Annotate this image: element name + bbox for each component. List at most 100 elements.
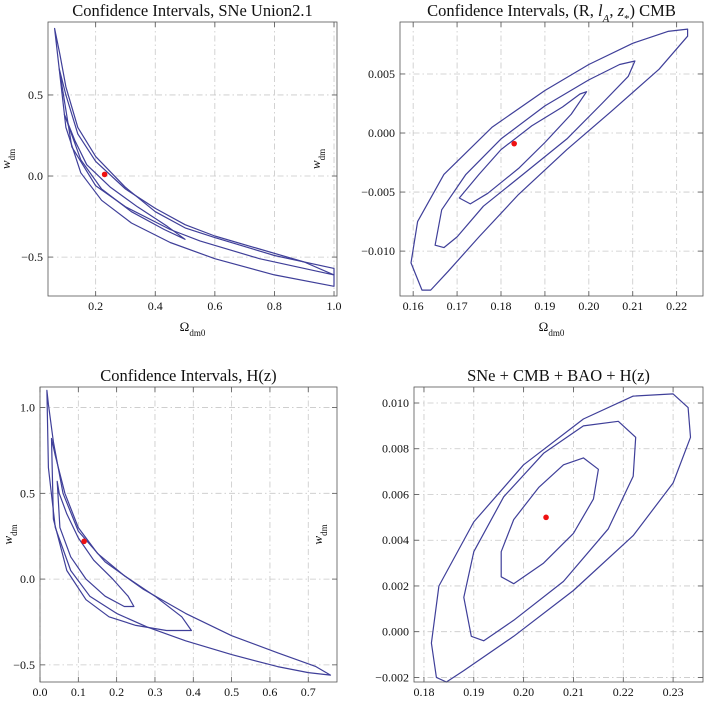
- y-axis-label-sub: dm: [317, 149, 327, 161]
- y-tick-label: 0.0: [28, 169, 43, 183]
- x-tick-label: 0.20: [513, 685, 534, 699]
- y-tick-label: 0.010: [382, 396, 409, 410]
- contour-1sigma: [500, 457, 599, 585]
- panel-sne-union: 0.2 0.4 0.6 0.8 1.0 −0.5 0.0 0.5 Confidence Inte…: [0, 1, 342, 338]
- x-tick-label: 0.22: [666, 299, 687, 313]
- best-fit-point: [543, 514, 549, 521]
- y-axis-label: wdm: [0, 524, 19, 544]
- y-tick-label: 0.005: [368, 67, 395, 81]
- y-axis-label-main: w: [310, 536, 325, 545]
- y-axis-label-sub: dm: [319, 524, 329, 536]
- panel-title: Confidence Intervals, SNe Union2.1: [72, 1, 313, 20]
- x-tick-label: 0.6: [207, 299, 222, 313]
- title-segment: *: [624, 13, 630, 25]
- x-axis-label-main: Ω: [546, 705, 556, 708]
- title-segment: Confidence Intervals, SNe Union2.1: [72, 1, 313, 20]
- y-tick-label: −0.010: [361, 244, 395, 258]
- y-tick-label: 0.004: [382, 533, 409, 547]
- y-tick-label: 0.006: [382, 487, 409, 501]
- contour-1sigma: [63, 113, 186, 240]
- x-tick-label: 0.16: [403, 299, 424, 313]
- y-tick-label: 0.000: [382, 625, 409, 639]
- title-segment: Confidence Intervals, (R,: [427, 1, 598, 20]
- y-tick-label: −0.5: [21, 250, 43, 264]
- contour-3sigma: [46, 389, 332, 676]
- best-fit-point: [81, 538, 87, 545]
- title-segment: SNe + CMB + BAO + H(z): [467, 366, 650, 385]
- y-axis-label: wdm: [0, 149, 17, 169]
- panel-title: Confidence Intervals, (R, lA, z*) CMB: [427, 1, 676, 25]
- y-tick-label: −0.005: [361, 185, 395, 199]
- x-tick-label: 0.21: [563, 685, 584, 699]
- x-axis-label-main: Ω: [539, 319, 549, 334]
- plot-frame: [47, 21, 338, 297]
- x-tick-label: 0.20: [578, 299, 599, 313]
- contour-3sigma: [54, 27, 335, 287]
- best-fit-point: [101, 171, 108, 178]
- panel-hz: 0.0 0.1 0.2 0.3 0.4 0.5 0.6 0.7 −0.5 0.0 0.5 1.0 Con…: [0, 366, 338, 708]
- x-axis-label: Ωdm0: [176, 705, 202, 708]
- x-axis-label: Ωdm0: [546, 705, 572, 708]
- x-tick-label: 1.0: [327, 299, 342, 313]
- title-segment: ,: [609, 1, 617, 20]
- x-tick-label: 0.4: [186, 685, 201, 699]
- title-segment: z: [617, 1, 625, 20]
- y-tick-label: 0.0: [20, 572, 35, 586]
- x-axis-label-main: Ω: [180, 319, 190, 334]
- x-axis-label: Ωdm0: [539, 319, 565, 338]
- x-tick-label: 0.2: [109, 685, 124, 699]
- contour-2sigma: [434, 60, 636, 249]
- x-tick-label: 0.6: [262, 685, 277, 699]
- y-tick-label: 0.5: [28, 88, 43, 102]
- title-segment: Confidence Intervals, H(z): [100, 366, 276, 385]
- title-segment: l: [598, 1, 603, 20]
- contour-2sigma: [58, 68, 335, 276]
- plot-frame: [39, 386, 338, 683]
- y-tick-label: 0.008: [382, 442, 409, 456]
- y-tick-label: 0.002: [382, 579, 409, 593]
- x-tick-label: 0.18: [491, 299, 512, 313]
- x-axis-label-sub: dm0: [189, 328, 206, 338]
- y-axis-label-sub: dm: [9, 524, 19, 536]
- x-tick-label: 0.8: [267, 299, 282, 313]
- x-tick-label: 0.23: [663, 685, 684, 699]
- x-tick-label: 0.19: [534, 299, 555, 313]
- contour-3sigma: [410, 28, 689, 291]
- panel-title: SNe + CMB + BAO + H(z): [467, 366, 650, 385]
- x-axis-label-sub: dm0: [548, 328, 565, 338]
- y-tick-label: −0.002: [375, 670, 409, 684]
- x-tick-label: 0.7: [301, 685, 316, 699]
- contour-3sigma: [430, 393, 692, 683]
- y-axis-label-main: w: [308, 160, 323, 169]
- y-tick-label: 1.0: [20, 401, 35, 415]
- contour-2sigma: [50, 437, 192, 632]
- x-tick-label: 0.19: [463, 685, 484, 699]
- panel-combined: 0.18 0.19 0.20 0.21 0.22 0.23 −0.002 0.000 0.002…: [310, 366, 704, 708]
- contour-2sigma: [463, 420, 637, 642]
- x-axis-label: Ωdm0: [180, 319, 206, 338]
- y-axis-label-sub: dm: [7, 149, 17, 161]
- panel-title: Confidence Intervals, H(z): [100, 366, 276, 385]
- x-tick-label: 0.2: [88, 299, 103, 313]
- panel-cmb: 0.16 0.17 0.18 0.19 0.20 0.21 0.22 −0.010 −0.005…: [308, 1, 704, 338]
- x-tick-label: 0.4: [148, 299, 163, 313]
- x-tick-label: 0.18: [413, 685, 434, 699]
- y-tick-label: 0.000: [368, 126, 395, 140]
- y-axis-label: wdm: [308, 149, 327, 169]
- y-axis-label: wdm: [310, 524, 329, 544]
- x-tick-label: 0.0: [33, 685, 48, 699]
- x-tick-label: 0.3: [147, 685, 162, 699]
- x-tick-label: 0.17: [447, 299, 468, 313]
- x-tick-label: 0.1: [71, 685, 86, 699]
- title-segment: ) CMB: [630, 1, 676, 20]
- y-tick-label: 0.5: [20, 486, 35, 500]
- best-fit-point: [511, 140, 517, 147]
- title-segment: A: [602, 13, 610, 25]
- plot-frame: [413, 386, 704, 683]
- y-axis-label-main: w: [0, 160, 13, 169]
- y-axis-label-main: w: [0, 536, 15, 545]
- contour-1sigma: [458, 91, 588, 205]
- contour-1sigma: [56, 480, 135, 608]
- x-tick-label: 0.21: [622, 299, 643, 313]
